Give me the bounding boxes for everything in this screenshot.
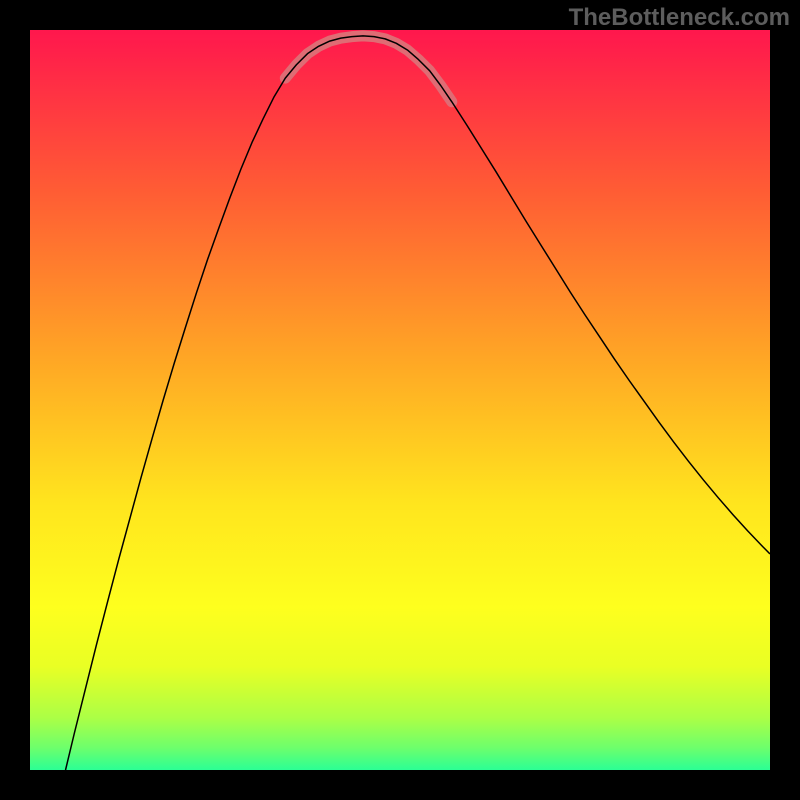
bottleneck-chart bbox=[30, 30, 770, 770]
gradient-background bbox=[30, 30, 770, 770]
watermark-text: TheBottleneck.com bbox=[569, 4, 790, 32]
